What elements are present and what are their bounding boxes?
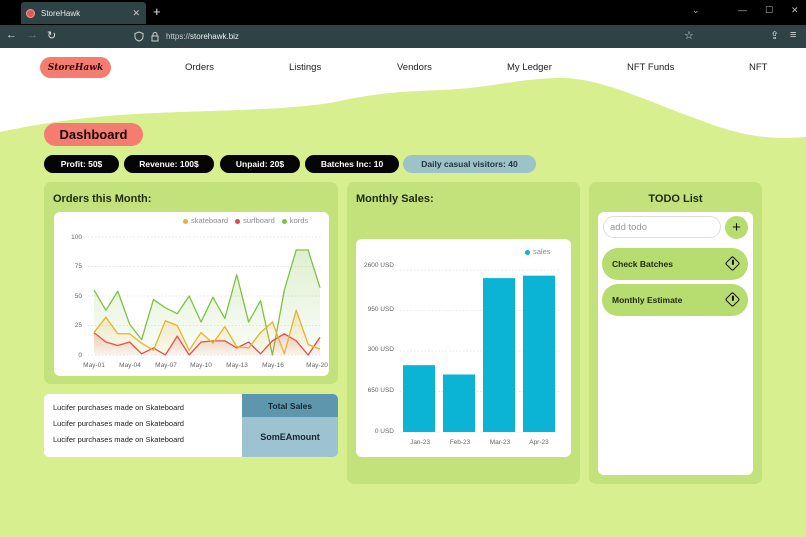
tab-title: StoreHawk (41, 8, 81, 18)
x-tick: May-07 (155, 362, 177, 369)
x-tick: May-20 (306, 362, 328, 369)
y-tick-0: 0 USD (374, 428, 394, 435)
x-tick: May-10 (190, 362, 212, 369)
sales-bar[interactable] (523, 275, 555, 432)
url-text: https://storehawk.biz (166, 32, 239, 41)
legend-surfboard[interactable]: surfboard (235, 216, 275, 225)
extensions-icon[interactable]: ⇪ (770, 30, 780, 42)
directions-diamond-icon[interactable] (724, 291, 741, 308)
y-tick-650: 650 USD (367, 387, 394, 394)
add-todo-input[interactable]: add todo (603, 216, 721, 238)
reload-icon[interactable]: ↻ (47, 30, 57, 42)
app-menu-icon[interactable]: ≡ (790, 29, 797, 41)
sales-bar[interactable] (443, 374, 475, 432)
y-tick-2600: 2600 USD (364, 262, 394, 269)
sales-chart-legend: sales (525, 247, 551, 256)
favicon-icon (26, 8, 35, 18)
todo-item-label: Monthly Estimate (612, 295, 683, 305)
shield-icon (134, 31, 144, 42)
stat-profit: Profit: 50$ (44, 155, 119, 173)
page-title: Dashboard (44, 123, 143, 146)
browser-nav-bar: ← → ↻ https://storehawk.biz ☆ ⇪ ≡ (0, 25, 806, 48)
storehawk-logo[interactable]: StoreHawk (40, 57, 111, 78)
y-tick-50: 50 (74, 293, 82, 300)
nav-vendors[interactable]: Vendors (397, 62, 432, 73)
lock-icon (151, 32, 159, 42)
sales-row: Lucifer purchases made on Skateboard (53, 403, 184, 412)
new-tab-button[interactable]: + (153, 4, 161, 19)
minimize-button[interactable]: — (738, 5, 747, 15)
nav-listings[interactable]: Listings (289, 62, 322, 73)
total-sales-header: Total Sales (242, 394, 338, 417)
x-tick: Mar-23 (489, 439, 511, 446)
orders-card-title: Orders this Month: (53, 193, 152, 205)
maximize-button[interactable]: ☐ (765, 5, 774, 15)
x-tick: Feb-23 (449, 439, 471, 446)
x-tick: May-13 (226, 362, 248, 369)
legend-sales[interactable]: sales (525, 247, 551, 256)
todo-item-label: Check Batches (612, 259, 673, 269)
close-window-button[interactable]: ✕ (791, 5, 799, 15)
orders-line-chart (88, 236, 322, 356)
x-tick: May-04 (119, 362, 141, 369)
monthly-sales-bar-chart (400, 269, 560, 433)
x-tick: Jan-23 (410, 439, 430, 446)
x-tick: May-01 (83, 362, 105, 369)
legend-kords[interactable]: kords (281, 216, 308, 225)
forward-icon[interactable]: → (27, 29, 38, 41)
nav-orders[interactable]: Orders (185, 62, 215, 73)
browser-tab-bar: StoreHawk ✕ + ⌄ — ☐ ✕ (0, 0, 806, 25)
sales-bar[interactable] (483, 278, 515, 432)
bookmark-star-icon[interactable]: ☆ (684, 30, 694, 42)
stat-revenue: Revenue: 100$ (124, 155, 214, 173)
background-wave (0, 48, 806, 138)
tab-close-icon[interactable]: ✕ (132, 7, 140, 18)
total-sales-value: SomEAmount (242, 417, 338, 457)
x-tick: May-16 (262, 362, 284, 369)
page-content: StoreHawk Orders Listings Vendors My Led… (0, 48, 806, 537)
legend-skateboard[interactable]: skateboard (183, 216, 228, 225)
stat-unpaid: Unpaid: 20$ (220, 155, 300, 173)
sales-table: Lucifer purchases made on Skateboard Luc… (44, 394, 338, 457)
y-tick-0: 0 (78, 352, 82, 359)
address-bar[interactable]: https://storehawk.biz ☆ (128, 26, 706, 47)
nav-my-ledger[interactable]: My Ledger (507, 62, 552, 73)
tab-list-icon[interactable]: ⌄ (692, 5, 700, 15)
browser-tab[interactable]: StoreHawk ✕ (21, 2, 146, 24)
y-tick-950: 950 USD (367, 306, 394, 313)
x-tick: Apr-23 (529, 439, 549, 446)
directions-diamond-icon[interactable] (724, 255, 741, 272)
stat-batches: Batches Inc: 10 (305, 155, 399, 173)
monthly-sales-title: Monthly Sales: (356, 193, 434, 205)
nav-nft[interactable]: NFT (749, 62, 768, 73)
add-todo-button[interactable]: + (725, 216, 748, 239)
todo-item[interactable]: Monthly Estimate (602, 284, 748, 316)
sales-row: Lucifer purchases made on Skateboard (53, 419, 184, 428)
nav-nft-funds[interactable]: NFT Funds (627, 62, 675, 73)
y-tick-100: 100 (71, 234, 82, 241)
y-tick-75: 75 (74, 263, 82, 270)
y-tick-300: 300 USD (367, 346, 394, 353)
todo-title: TODO List (648, 193, 703, 205)
back-icon[interactable]: ← (6, 29, 17, 41)
stat-visitors: Daily casual visitors: 40 (403, 155, 536, 173)
sales-row: Lucifer purchases made on Skateboard (53, 435, 184, 444)
orders-chart-legend: skateboard surfboard kords (183, 216, 308, 225)
todo-item[interactable]: Check Batches (602, 248, 748, 280)
sales-bar[interactable] (403, 365, 435, 432)
y-tick-25: 25 (74, 322, 82, 329)
